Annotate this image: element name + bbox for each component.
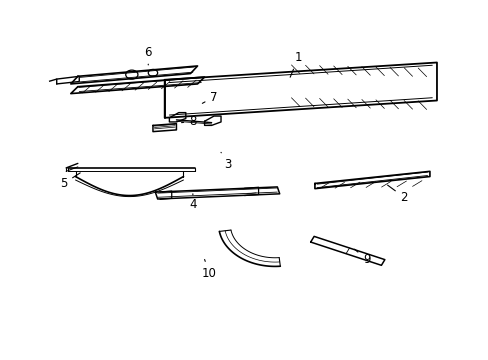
Text: 3: 3 [221, 152, 231, 171]
Text: 6: 6 [144, 46, 152, 65]
Text: 4: 4 [189, 194, 196, 211]
Text: 5: 5 [60, 173, 80, 190]
Text: 1: 1 [289, 51, 302, 77]
Text: 9: 9 [354, 249, 369, 266]
Text: 10: 10 [202, 260, 216, 280]
Text: 2: 2 [387, 185, 407, 204]
Text: 8: 8 [181, 115, 196, 128]
Text: 7: 7 [202, 91, 217, 104]
